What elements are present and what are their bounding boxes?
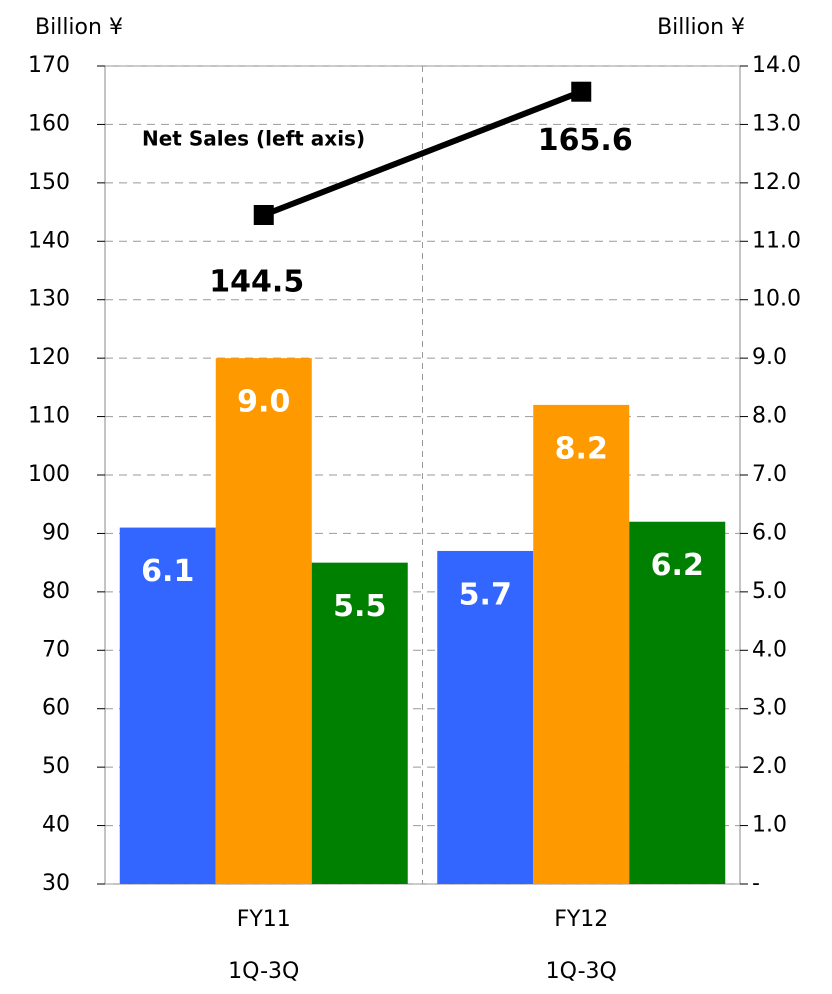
y-tick-label: 110 bbox=[28, 404, 70, 429]
y2-tick-label: 3.0 bbox=[752, 696, 787, 721]
line-series-name: Net Sales (left axis) bbox=[142, 127, 365, 151]
y2-tick-label: 6.0 bbox=[752, 520, 787, 545]
y2-tick-label: 8.0 bbox=[752, 404, 787, 429]
bar-value-label: 6.2 bbox=[651, 548, 704, 583]
bar bbox=[311, 562, 408, 884]
y2-tick-label: 4.0 bbox=[752, 637, 787, 662]
y2-tick-label: 5.0 bbox=[752, 579, 787, 604]
x-tick-label: FY11 bbox=[237, 907, 291, 932]
y2-tick-label: 7.0 bbox=[752, 462, 787, 487]
y2-tick-label: 12.0 bbox=[752, 170, 801, 195]
y2-tick-label: - bbox=[752, 871, 760, 896]
y-tick-label: 140 bbox=[28, 228, 70, 253]
y2-tick-label: 2.0 bbox=[752, 754, 787, 779]
y-axis-label: Billion ¥ bbox=[35, 15, 123, 40]
y-tick-label: 170 bbox=[28, 53, 70, 78]
y-tick-label: 130 bbox=[28, 287, 70, 312]
y2-tick-label: 13.0 bbox=[752, 111, 801, 136]
x-tick-label: 1Q-3Q bbox=[228, 959, 299, 984]
bar bbox=[533, 404, 630, 884]
line-marker bbox=[253, 204, 274, 225]
y-tick-label: 120 bbox=[28, 345, 70, 370]
y2-tick-label: 9.0 bbox=[752, 345, 787, 370]
y-tick-label: 90 bbox=[42, 520, 70, 545]
y-tick-label: 100 bbox=[28, 462, 70, 487]
y-tick-label: 60 bbox=[42, 696, 70, 721]
y2-tick-label: 10.0 bbox=[752, 287, 801, 312]
bar-value-label: 8.2 bbox=[555, 431, 608, 466]
y-tick-label: 40 bbox=[42, 813, 70, 838]
y-tick-label: 80 bbox=[42, 579, 70, 604]
y2-tick-label: 11.0 bbox=[752, 228, 801, 253]
bar bbox=[119, 527, 216, 884]
y2-tick-label: 1.0 bbox=[752, 813, 787, 838]
bar bbox=[437, 550, 534, 884]
y-tick-label: 70 bbox=[42, 637, 70, 662]
y-tick-label: 30 bbox=[42, 871, 70, 896]
line-value-label: 165.6 bbox=[538, 123, 633, 158]
bar-value-label: 5.5 bbox=[333, 589, 386, 624]
x-tick-label: 1Q-3Q bbox=[546, 959, 617, 984]
x-tick-label: FY12 bbox=[554, 907, 608, 932]
line-value-label: 144.5 bbox=[209, 264, 304, 299]
bar-value-label: 5.7 bbox=[459, 577, 512, 612]
line bbox=[262, 88, 583, 218]
bar bbox=[215, 358, 312, 885]
bar-value-label: 6.1 bbox=[141, 554, 194, 589]
y-tick-label: 50 bbox=[42, 754, 70, 779]
line-marker bbox=[571, 81, 592, 102]
y2-axis-label: Billion ¥ bbox=[657, 15, 745, 40]
y-tick-label: 150 bbox=[28, 170, 70, 195]
y2-tick-label: 14.0 bbox=[752, 53, 801, 78]
bar bbox=[629, 521, 726, 884]
y-tick-label: 160 bbox=[28, 111, 70, 136]
bar-value-label: 9.0 bbox=[237, 385, 290, 420]
